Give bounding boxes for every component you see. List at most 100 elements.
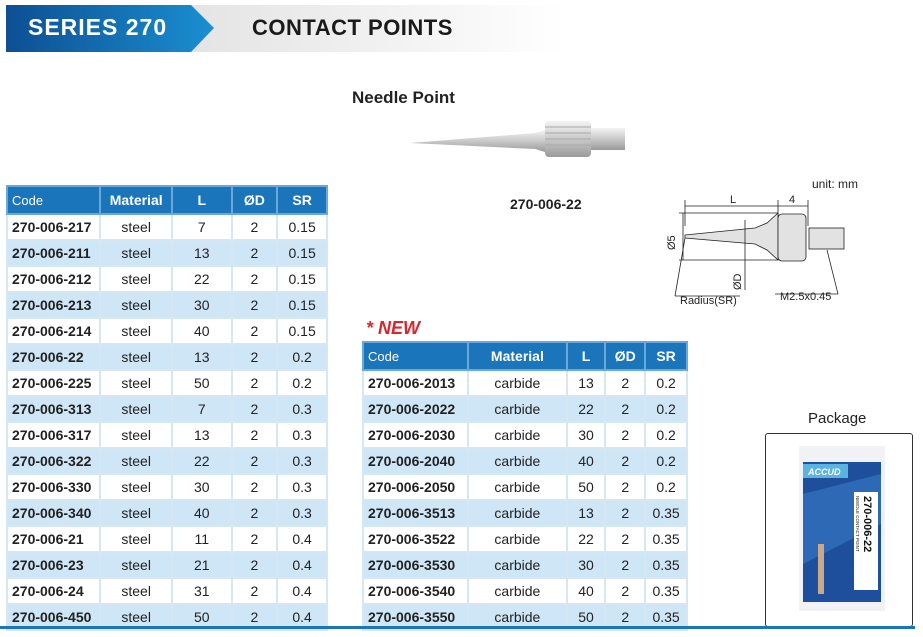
table-row: 270-006-214 steel 40 2 0.15	[5, 317, 328, 345]
table-row: 270-006-3530 carbide 30 2 0.35	[361, 551, 688, 579]
cell-material: steel	[99, 343, 174, 371]
cell-l: 13	[171, 343, 233, 371]
cell-code: 270-006-3540	[361, 577, 470, 605]
cell-code: 270-006-2013	[361, 369, 470, 397]
cell-code: 270-006-2022	[361, 395, 470, 423]
cell-l: 11	[171, 525, 233, 553]
cell-od: 2	[230, 447, 279, 475]
cell-code: 270-006-23	[5, 551, 102, 579]
cell-l: 22	[171, 447, 233, 475]
cell-sr: 0.3	[276, 421, 328, 449]
col-l: L	[565, 341, 607, 371]
cell-od: 2	[230, 395, 279, 423]
package-code: 270-006-22	[861, 496, 873, 552]
table-row: 270-006-313 steel 7 2 0.3	[5, 395, 328, 423]
cell-sr: 0.35	[644, 577, 688, 605]
radius-label: Radius(SR)	[680, 295, 737, 307]
cell-code: 270-006-3530	[361, 551, 470, 579]
table-row: 270-006-2022 carbide 22 2 0.2	[361, 395, 688, 423]
cell-material: carbide	[467, 525, 568, 553]
cell-od: 2	[604, 447, 647, 475]
dim-4-label: 4	[789, 194, 795, 206]
unit-label: unit: mm	[812, 177, 859, 191]
thread-label: M2.5x0.45	[780, 291, 831, 303]
cell-code: 270-006-2050	[361, 473, 470, 501]
cell-code: 270-006-22	[5, 343, 102, 371]
table-row: 270-006-322 steel 22 2 0.3	[5, 447, 328, 475]
cell-od: 2	[230, 291, 279, 319]
series-banner	[6, 5, 214, 52]
table-row: 270-006-330 steel 30 2 0.3	[5, 473, 328, 501]
cell-od: 2	[604, 421, 647, 449]
cell-od: 2	[604, 473, 647, 501]
cell-od: 2	[230, 317, 279, 345]
cell-code: 270-006-2030	[361, 421, 470, 449]
cell-l: 30	[565, 551, 607, 579]
cell-od: 2	[604, 369, 647, 397]
cell-od: 2	[230, 551, 279, 579]
dim-l-label: L	[730, 194, 736, 206]
cell-material: steel	[99, 317, 174, 345]
cell-od: 2	[230, 473, 279, 501]
col-sr: SR	[276, 185, 328, 215]
cell-sr: 0.2	[644, 473, 688, 501]
cell-material: steel	[99, 551, 174, 579]
cell-sr: 0.35	[644, 551, 688, 579]
bottom-rule	[0, 626, 915, 629]
cell-l: 22	[565, 525, 607, 553]
cell-sr: 0.2	[644, 369, 688, 397]
cell-l: 13	[565, 499, 607, 527]
cell-material: steel	[99, 525, 174, 553]
cell-sr: 0.15	[276, 265, 328, 293]
cell-sr: 0.3	[276, 395, 328, 423]
cell-l: 30	[565, 421, 607, 449]
col-od: ØD	[230, 185, 279, 215]
cell-od: 2	[230, 499, 279, 527]
cell-od: 2	[230, 343, 279, 371]
cell-sr: 0.35	[644, 499, 688, 527]
table-header-row: Code Material L ØD SR	[361, 341, 688, 371]
cell-l: 22	[565, 395, 607, 423]
table-row: 270-006-23 steel 21 2 0.4	[5, 551, 328, 579]
col-l: L	[171, 185, 233, 215]
cell-material: steel	[99, 213, 174, 241]
col-code: Code	[5, 185, 102, 215]
cell-code: 270-006-322	[5, 447, 102, 475]
col-sr: SR	[644, 341, 688, 371]
cell-code: 270-006-24	[5, 577, 102, 605]
package-title: Package	[808, 410, 867, 427]
cell-od: 2	[230, 369, 279, 397]
cell-material: steel	[99, 369, 174, 397]
cell-l: 30	[171, 473, 233, 501]
page-title: CONTACT POINTS	[252, 15, 453, 40]
cell-sr: 0.4	[276, 603, 328, 631]
cell-material: steel	[99, 499, 174, 527]
cell-code: 270-006-213	[5, 291, 102, 319]
table-row: 270-006-21 steel 11 2 0.4	[5, 525, 328, 553]
cell-code: 270-006-2040	[361, 447, 470, 475]
cell-sr: 0.2	[644, 395, 688, 423]
cell-l: 7	[171, 395, 233, 423]
cell-code: 270-006-211	[5, 239, 102, 267]
cell-l: 13	[171, 421, 233, 449]
package-image: ACCUD 270-006-22 NEEDLE CONTACT POINT	[799, 446, 885, 611]
cell-material: steel	[99, 239, 174, 267]
cell-material: carbide	[467, 473, 568, 501]
col-od: ØD	[604, 341, 647, 371]
cell-material: steel	[99, 291, 174, 319]
table-row: 270-006-3513 carbide 13 2 0.35	[361, 499, 688, 527]
cell-sr: 0.4	[276, 525, 328, 553]
cell-od: 2	[230, 525, 279, 553]
cell-sr: 0.2	[276, 369, 328, 397]
col-code: Code	[361, 341, 470, 371]
col-material: Material	[99, 185, 174, 215]
cell-od: 2	[230, 421, 279, 449]
cell-code: 270-006-317	[5, 421, 102, 449]
cell-l: 50	[565, 473, 607, 501]
table-row: 270-006-217 steel 7 2 0.15	[5, 213, 328, 241]
cell-material: steel	[99, 395, 174, 423]
package-brand: ACCUD	[807, 467, 841, 477]
cell-material: carbide	[467, 421, 568, 449]
table-row: 270-006-2050 carbide 50 2 0.2	[361, 473, 688, 501]
technical-drawing: L 4 Ø5 ØD Radius(SR) M2.5x0.45	[666, 194, 845, 307]
